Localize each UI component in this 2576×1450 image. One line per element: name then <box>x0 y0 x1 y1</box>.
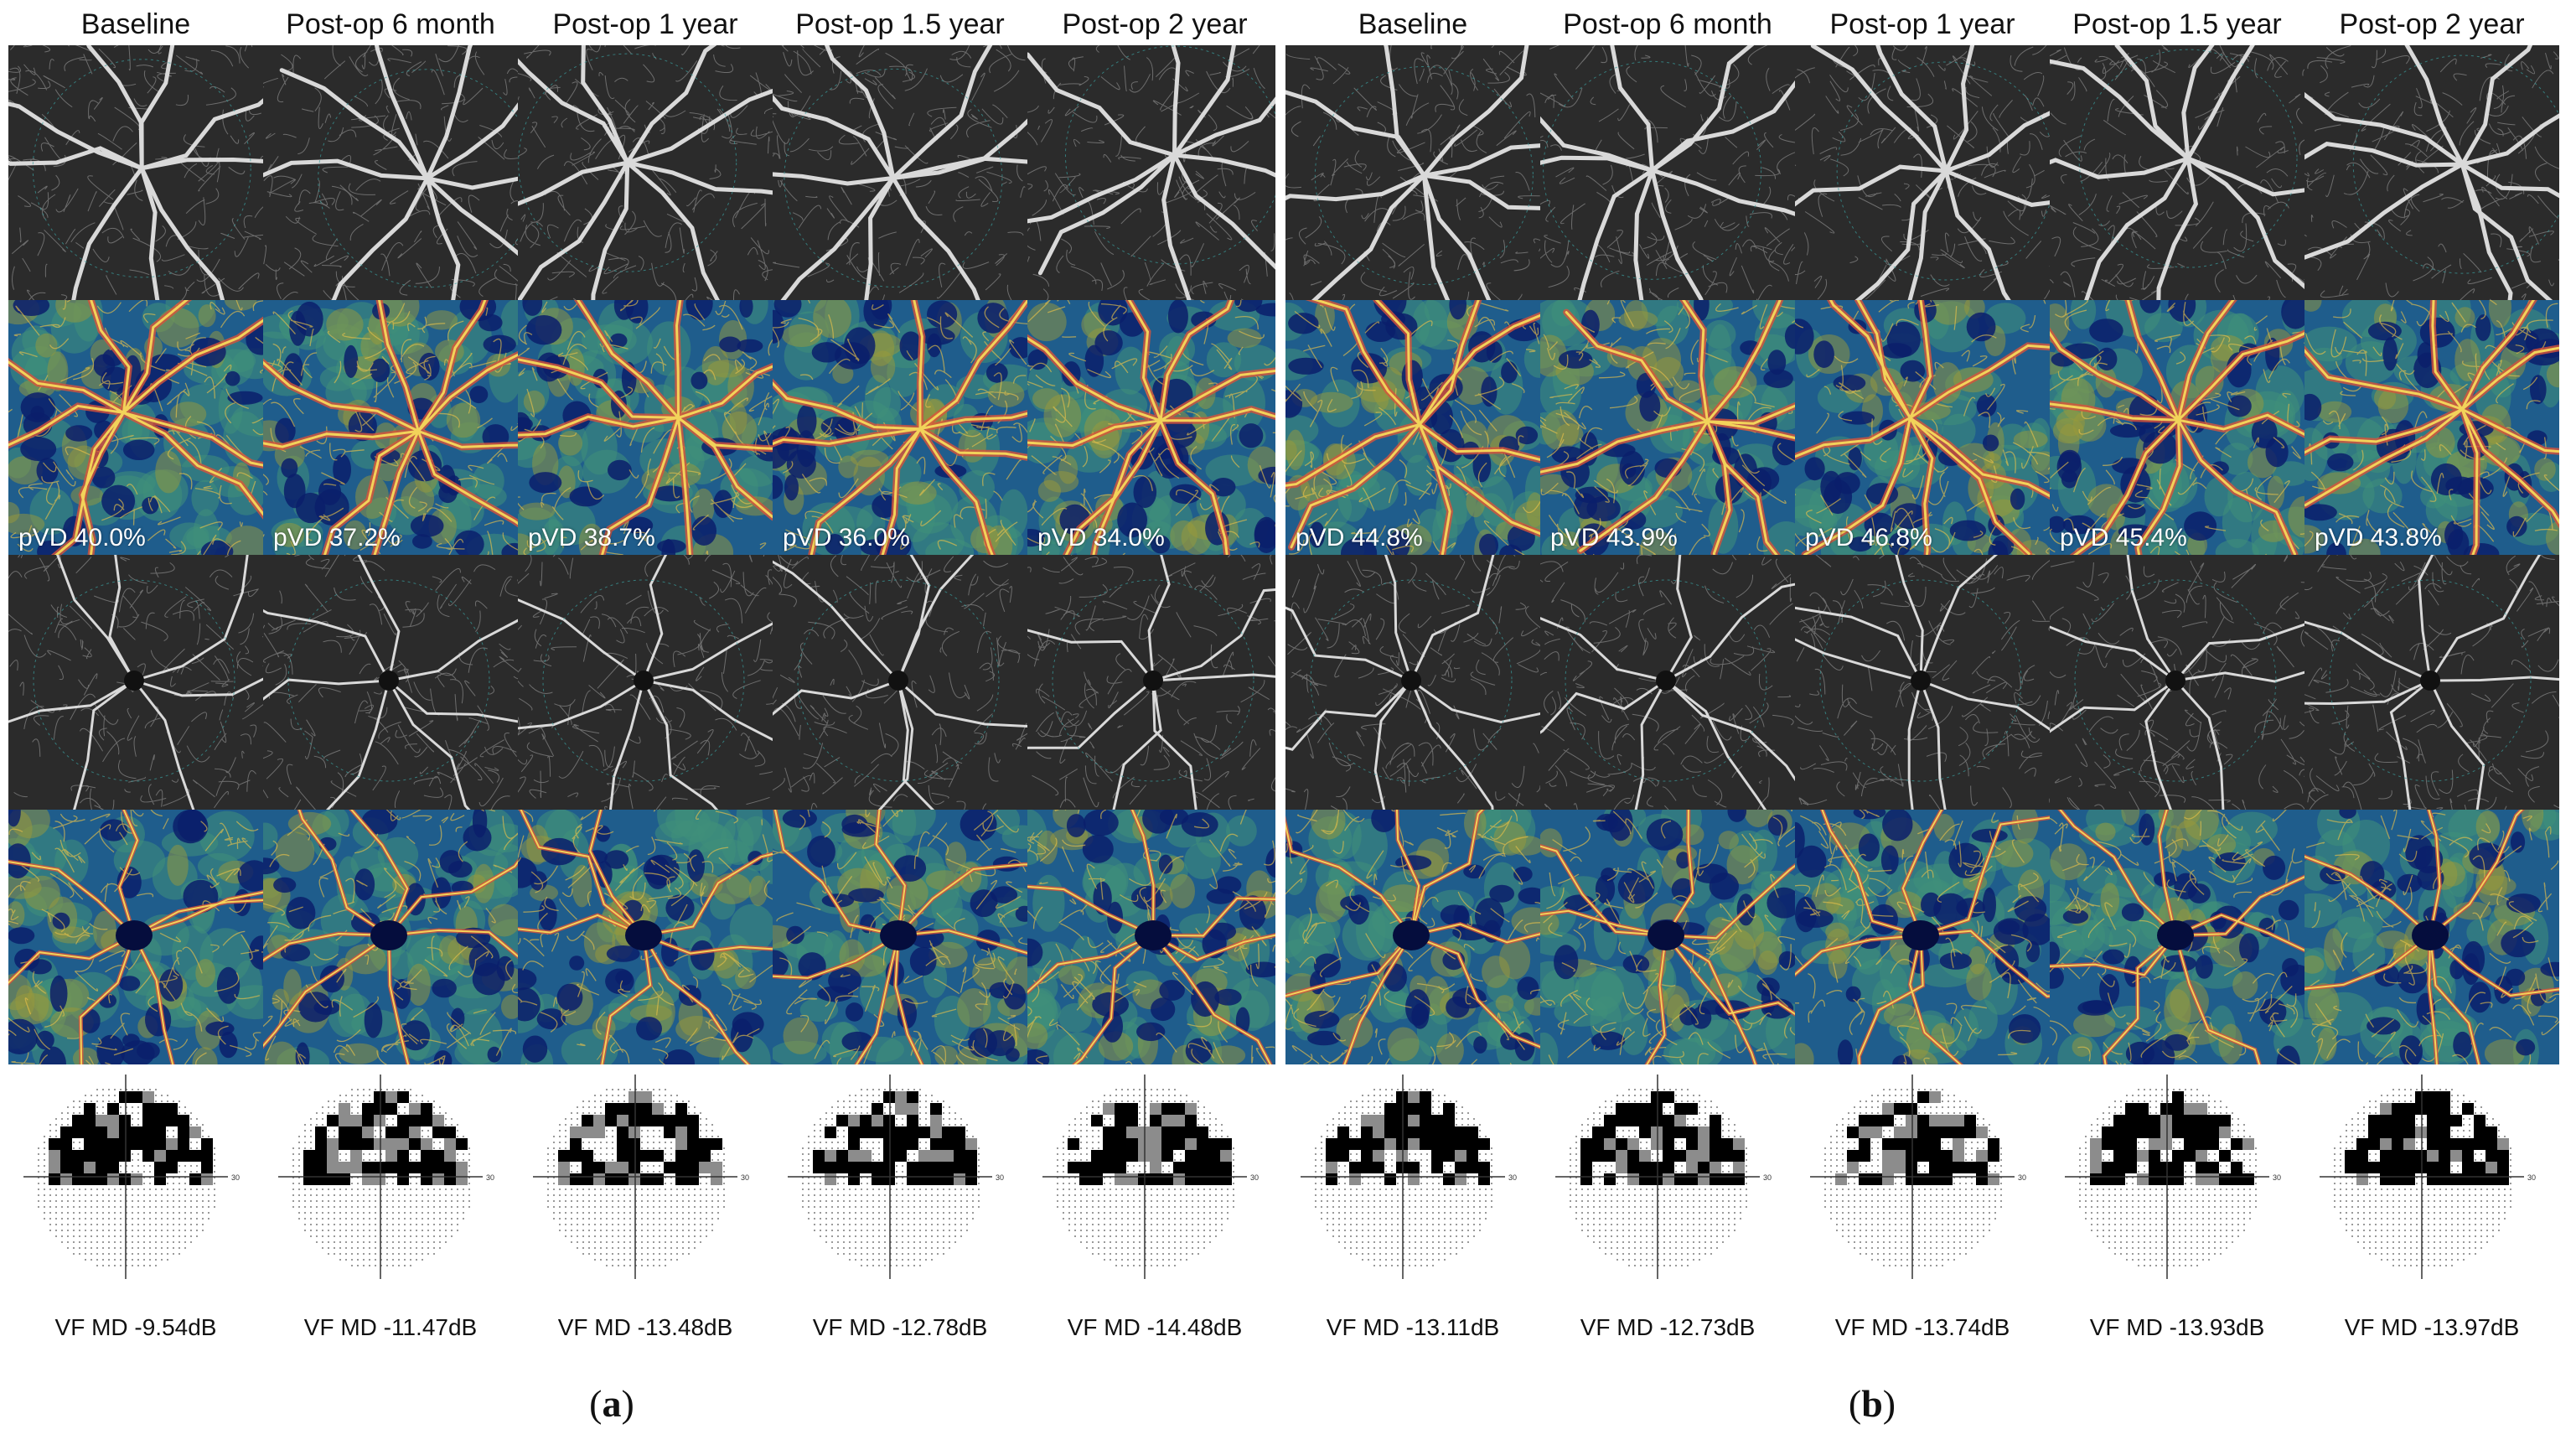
visual-field-plot: 30 <box>8 1075 263 1326</box>
octa-disc-gray-image <box>1027 45 1282 300</box>
visual-field-plot: 30 <box>1540 1075 1795 1326</box>
visual-field-plot: 30 <box>1027 1075 1282 1326</box>
octa-disc-gray-image <box>1795 45 2050 300</box>
octa-macula-heatmap-image <box>1285 810 1540 1064</box>
octa-disc-heatmap-image <box>773 300 1027 555</box>
octa-macula-heatmap-image <box>2050 810 2304 1064</box>
octa-disc-heatmap-image <box>2050 300 2304 555</box>
octa-disc-heatmap-image <box>518 300 773 555</box>
octa-disc-heatmap-image <box>1795 300 2050 555</box>
pvd-label: pVD 38.7% <box>528 524 655 552</box>
vf-md-label: VF MD -13.11dB <box>1326 1314 1500 1340</box>
octa-macula-heatmap-image <box>263 810 518 1064</box>
timepoint-header: Post-op 6 month <box>1563 8 1772 40</box>
pvd-label: pVD 40.0% <box>18 524 146 552</box>
svg-text:30: 30 <box>486 1173 494 1182</box>
octa-disc-gray-image <box>773 45 1027 300</box>
octa-disc-gray-image <box>8 45 263 300</box>
octa-disc-heatmap-image <box>2304 300 2559 555</box>
octa-disc-gray-image <box>263 45 518 300</box>
octa-macula-gray-image <box>1795 555 2050 810</box>
visual-field-plot: 30 <box>518 1075 773 1326</box>
vf-md-label: VF MD -14.48dB <box>1067 1314 1243 1340</box>
caption-close: ) <box>621 1382 634 1425</box>
octa-macula-heatmap-image <box>8 810 263 1064</box>
panel-a: Baseline pVD 40.0% <box>8 0 1291 1450</box>
octa-macula-gray-image <box>2304 555 2559 810</box>
panel-caption: (b) <box>1788 1381 1956 1426</box>
octa-disc-gray-image <box>1285 45 1540 300</box>
octa-macula-heatmap-image <box>518 810 773 1064</box>
pvd-label: pVD 43.8% <box>2315 524 2442 552</box>
octa-disc-gray-image <box>2304 45 2559 300</box>
caption-letter: b <box>1861 1382 1883 1425</box>
octa-disc-gray-image <box>518 45 773 300</box>
svg-text:30: 30 <box>231 1173 240 1182</box>
octa-macula-gray-image <box>1285 555 1540 810</box>
caption-open: ( <box>1848 1382 1862 1425</box>
octa-macula-heatmap-image <box>1540 810 1795 1064</box>
pvd-label: pVD 36.0% <box>783 524 910 552</box>
visual-field-plot: 30 <box>2050 1075 2304 1326</box>
vf-md-label: VF MD -9.54dB <box>54 1314 217 1340</box>
octa-disc-heatmap-image <box>1027 300 1282 555</box>
octa-disc-heatmap-image <box>1285 300 1540 555</box>
octa-macula-gray-image <box>518 555 773 810</box>
octa-disc-gray-image <box>2050 45 2304 300</box>
vf-md-label: VF MD -13.97dB <box>2344 1314 2520 1340</box>
caption-open: ( <box>589 1382 603 1425</box>
octa-macula-gray-image <box>1540 555 1795 810</box>
octa-macula-heatmap-image <box>773 810 1027 1064</box>
octa-macula-heatmap-image <box>1027 810 1282 1064</box>
pvd-label: pVD 43.9% <box>1550 524 1678 552</box>
visual-field-plot: 30 <box>773 1075 1027 1326</box>
timepoint-header: Post-op 1.5 year <box>2072 8 2282 40</box>
panel-caption: (a) <box>528 1381 696 1426</box>
timepoint-header: Baseline <box>1358 8 1468 40</box>
timepoint-header: Post-op 1 year <box>1829 8 2015 40</box>
octa-disc-heatmap-image <box>1540 300 1795 555</box>
octa-macula-gray-image <box>2050 555 2304 810</box>
timepoint-header: Post-op 1 year <box>552 8 738 40</box>
panel-b: Baseline pVD 44.8% <box>1285 0 2568 1450</box>
octa-disc-heatmap-image <box>263 300 518 555</box>
timepoint-header: Post-op 1.5 year <box>795 8 1005 40</box>
vf-md-label: VF MD -13.93dB <box>2089 1314 2265 1340</box>
octa-macula-heatmap-image <box>2304 810 2559 1064</box>
timepoint-header: Post-op 2 year <box>2339 8 2525 40</box>
vf-md-label: VF MD -11.47dB <box>303 1314 478 1340</box>
octa-macula-gray-image <box>263 555 518 810</box>
svg-text:30: 30 <box>741 1173 749 1182</box>
timepoint-header: Post-op 6 month <box>286 8 495 40</box>
timepoint-header: Baseline <box>80 8 191 40</box>
timepoint-header: Post-op 2 year <box>1062 8 1248 40</box>
pvd-label: pVD 37.2% <box>273 524 401 552</box>
caption-close: ) <box>1882 1382 1896 1425</box>
octa-macula-heatmap-image <box>1795 810 2050 1064</box>
svg-text:30: 30 <box>996 1173 1004 1182</box>
octa-macula-gray-image <box>1027 555 1282 810</box>
panel-divider <box>1275 34 1282 1073</box>
visual-field-plot: 30 <box>1285 1075 1540 1326</box>
vf-md-label: VF MD -12.73dB <box>1580 1314 1756 1340</box>
vf-md-label: VF MD -12.78dB <box>812 1314 988 1340</box>
vf-md-label: VF MD -13.74dB <box>1834 1314 2010 1340</box>
pvd-label: pVD 46.8% <box>1805 524 1932 552</box>
octa-disc-heatmap-image <box>8 300 263 555</box>
caption-letter: a <box>602 1382 622 1425</box>
visual-field-plot: 30 <box>1795 1075 2050 1326</box>
octa-macula-gray-image <box>8 555 263 810</box>
visual-field-plot: 30 <box>263 1075 518 1326</box>
octa-disc-gray-image <box>1540 45 1795 300</box>
visual-field-plot: 30 <box>2304 1075 2559 1326</box>
pvd-label: pVD 45.4% <box>2060 524 2187 552</box>
octa-macula-gray-image <box>773 555 1027 810</box>
pvd-label: pVD 44.8% <box>1296 524 1423 552</box>
vf-md-label: VF MD -13.48dB <box>557 1314 733 1340</box>
pvd-label: pVD 34.0% <box>1037 524 1165 552</box>
